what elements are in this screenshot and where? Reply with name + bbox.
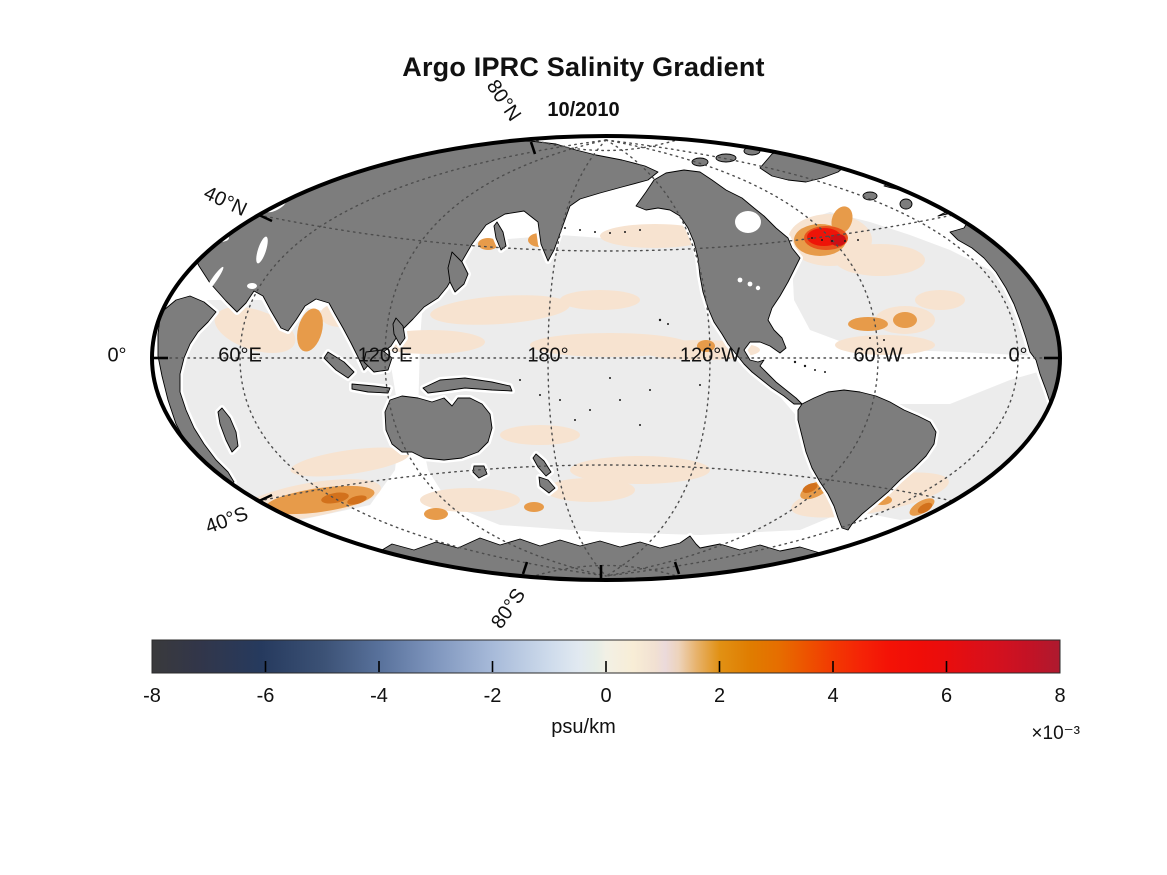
globe-group bbox=[152, 136, 1060, 580]
parallel-80n bbox=[530, 138, 681, 152]
colorbar-tick-label: -8 bbox=[143, 685, 161, 707]
meridian-120w bbox=[605, 139, 711, 577]
arctic-island bbox=[691, 157, 709, 167]
colorbar bbox=[151, 639, 1061, 674]
graticule bbox=[152, 138, 1060, 578]
meridian-0 bbox=[605, 139, 1019, 577]
colorbar-tick-label: 8 bbox=[1054, 685, 1066, 707]
colorbar-tick-label: -6 bbox=[256, 685, 275, 707]
chart-subtitle: 10/2010 bbox=[547, 99, 620, 121]
anomaly-nw-atlantic-red-core bbox=[804, 226, 848, 250]
longitude-label: 120°W bbox=[679, 344, 741, 367]
colorbar-multiplier-label: ×10⁻³ bbox=[1031, 723, 1080, 744]
longitude-label: 60°E bbox=[218, 344, 262, 367]
longitude-label: 180° bbox=[527, 344, 569, 367]
island-britain bbox=[899, 198, 913, 210]
chart-title: Argo IPRC Salinity Gradient bbox=[402, 52, 765, 82]
anomaly-patches-dark-orange bbox=[321, 483, 933, 514]
globe-edge-ticks bbox=[153, 141, 1059, 578]
latitude-label: 0° bbox=[107, 344, 127, 367]
meridian-60w bbox=[605, 139, 879, 577]
parallel-40s bbox=[258, 464, 954, 502]
colorbar-tick-label: 2 bbox=[713, 685, 726, 707]
island-specks bbox=[519, 227, 885, 426]
colorbar-tick-marks bbox=[264, 661, 948, 672]
island-iceland bbox=[862, 191, 878, 201]
colorbar-tick-label: 6 bbox=[940, 685, 953, 707]
longitude-label: 0° bbox=[1008, 344, 1028, 367]
colorbar-tick-label: 0 bbox=[600, 685, 612, 707]
globe-outline bbox=[150, 134, 1062, 582]
colorbar-tick-label: 4 bbox=[827, 685, 839, 707]
meridian-120e bbox=[384, 139, 607, 577]
colorbar-tick-label: -4 bbox=[370, 685, 388, 707]
longitude-label: 120°E bbox=[357, 344, 413, 367]
continent-australia bbox=[384, 395, 493, 461]
meridian-60e bbox=[239, 139, 607, 577]
longitude-label: 60°W bbox=[853, 344, 903, 367]
parallel-80s bbox=[530, 564, 681, 578]
colorbar-tick-label: -2 bbox=[483, 685, 502, 707]
colorbar-unit-label: psu/km bbox=[551, 716, 616, 738]
parallel-40n bbox=[258, 214, 954, 252]
